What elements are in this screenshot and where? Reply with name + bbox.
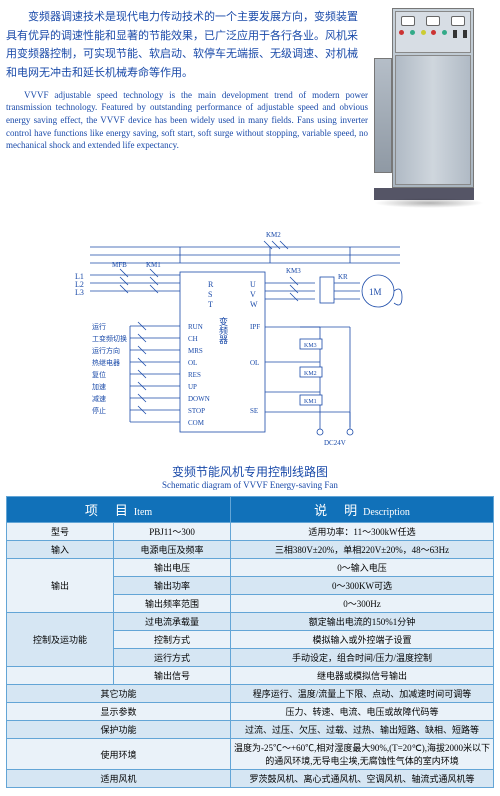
table-cell: 额定输出电流的150%1分钟 [231, 613, 494, 631]
svg-text:热继电器: 热继电器 [92, 358, 120, 367]
svg-text:UP: UP [188, 383, 197, 391]
svg-text:运行方向: 运行方向 [92, 346, 120, 355]
table-cell: 模拟输入或外控端子设置 [231, 631, 494, 649]
svg-text:DOWN: DOWN [188, 395, 210, 403]
svg-text:L3: L3 [75, 288, 84, 297]
svg-text:MRS: MRS [188, 347, 203, 355]
svg-text:SE: SE [250, 407, 258, 415]
table-cell: 输出功率 [114, 577, 231, 595]
svg-text:S: S [208, 290, 212, 299]
table-cell: 手动设定，组合时间/压力/温度控制 [231, 649, 494, 667]
svg-text:工变频切换: 工变频切换 [92, 334, 127, 343]
table-cell: 电源电压及频率 [114, 541, 231, 559]
table-cell: 温度为-25℃～+60℃,相对湿度最大90%,(T=20℃),海拔2000米以下… [231, 739, 494, 770]
svg-text:停止: 停止 [92, 406, 106, 415]
intro-paragraph-cn: 变频器调速技术是现代电力传动技术的一个主要发展方向，变频装置具有优异的调速性能和… [6, 8, 368, 83]
table-cell: 控制及运功能 [7, 613, 114, 667]
svg-text:KM2: KM2 [304, 371, 317, 377]
spec-table: 项 目Item 说 明Description 型号PBJ11～300适用功率：1… [6, 496, 494, 788]
table-cell: 显示参数 [7, 703, 231, 721]
svg-text:STOP: STOP [188, 407, 205, 415]
svg-text:KM1: KM1 [146, 261, 161, 269]
svg-text:复位: 复位 [92, 370, 106, 379]
svg-text:OL: OL [250, 359, 259, 367]
svg-text:DC24V: DC24V [324, 439, 346, 447]
table-cell: 程序运行、温度/流量上下限、点动、加减速时间可调等 [231, 685, 494, 703]
table-cell: 三相380V±20%，单相220V±20%，48～63Hz [231, 541, 494, 559]
svg-text:加速: 加速 [92, 382, 106, 391]
table-cell: 0～300KW可选 [231, 577, 494, 595]
table-cell: 压力、转速、电流、电压或故障代码等 [231, 703, 494, 721]
table-cell: 输入 [7, 541, 114, 559]
table-cell [7, 667, 114, 685]
svg-text:RUN: RUN [188, 323, 203, 331]
table-cell: 0～输入电压 [231, 559, 494, 577]
schematic-diagram: L1 L2 L3 MFB KM1 [6, 214, 494, 459]
caption-cn: 变频节能风机专用控制线路图 [6, 463, 494, 480]
table-cell: 过流、过压、欠压、过载、过热、输出短路、缺相、短路等 [231, 721, 494, 739]
table-cell: 运行方式 [114, 649, 231, 667]
svg-text:1M: 1M [369, 287, 382, 297]
table-cell: 型号 [7, 523, 114, 541]
svg-text:变频器: 变频器 [218, 315, 228, 343]
table-cell: 适用风机 [7, 770, 231, 788]
svg-text:U: U [250, 280, 256, 289]
svg-text:T: T [208, 300, 213, 309]
svg-text:KM3: KM3 [286, 267, 301, 275]
caption-en: Schematic diagram of VVVF Energy-saving … [6, 480, 494, 490]
svg-text:W: W [250, 300, 258, 309]
svg-text:KR: KR [338, 273, 348, 281]
svg-text:OL: OL [188, 359, 197, 367]
table-cell: 0～300Hz [231, 595, 494, 613]
svg-text:KM1: KM1 [304, 399, 317, 405]
table-cell: 输出信号 [114, 667, 231, 685]
table-cell: 使用环境 [7, 739, 231, 770]
table-cell: 过电流承载量 [114, 613, 231, 631]
table-cell: 罗茨鼓风机、离心式通风机、空调风机、轴流式通风机等 [231, 770, 494, 788]
table-cell: 继电器或模拟信号输出 [231, 667, 494, 685]
table-cell: 适用功率：11～300kW任选 [231, 523, 494, 541]
table-cell: 输出频率范围 [114, 595, 231, 613]
table-head-item: 项 目Item [7, 497, 231, 523]
svg-text:运行: 运行 [92, 322, 106, 331]
table-cell: 输出 [7, 559, 114, 613]
table-cell: PBJ11～300 [114, 523, 231, 541]
cabinet-illustration [374, 8, 494, 208]
svg-text:KM2: KM2 [266, 231, 281, 239]
table-cell: 保护功能 [7, 721, 231, 739]
intro-paragraph-en: VVVF adjustable speed technology is the … [6, 89, 368, 152]
svg-text:减速: 减速 [92, 394, 106, 403]
svg-text:COM: COM [188, 419, 205, 427]
svg-text:MFB: MFB [112, 261, 127, 269]
svg-text:KM3: KM3 [304, 343, 317, 349]
svg-text:V: V [250, 290, 256, 299]
table-cell: 控制方式 [114, 631, 231, 649]
svg-text:IPF: IPF [250, 323, 260, 331]
table-cell: 输出电压 [114, 559, 231, 577]
table-head-desc: 说 明Description [231, 497, 494, 523]
svg-text:R: R [208, 280, 214, 289]
table-cell: 其它功能 [7, 685, 231, 703]
svg-text:CH: CH [188, 335, 198, 343]
svg-text:RES: RES [188, 371, 201, 379]
